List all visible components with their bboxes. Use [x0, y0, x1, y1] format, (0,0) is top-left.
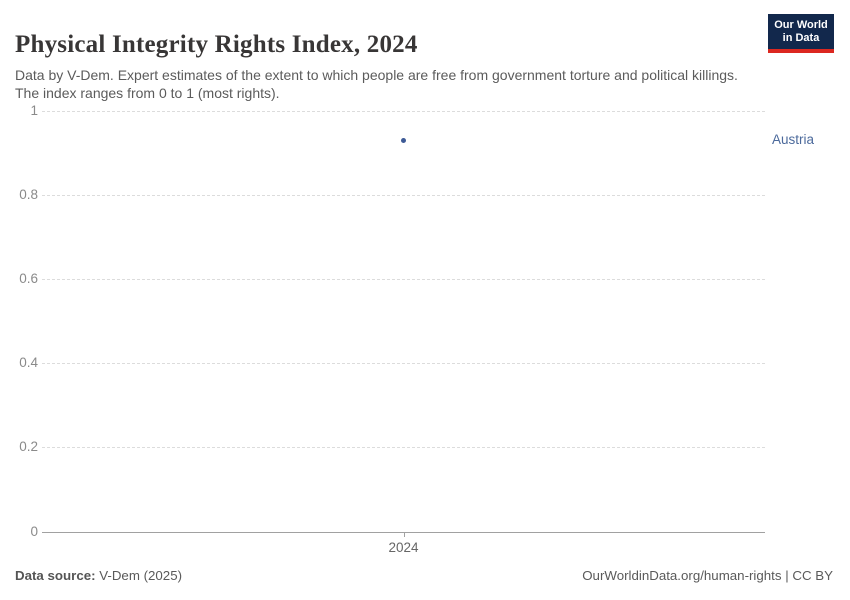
entity-label-austria[interactable]: Austria [772, 132, 815, 148]
y-tick-label-0.6: 0.6 [19, 271, 38, 287]
data-source-label: Data source: [15, 568, 96, 583]
y-tick-label-0.2: 0.2 [19, 439, 38, 455]
y-tick-label-0: 0 [30, 523, 38, 539]
owid-logo-box: Our World in Data [768, 14, 834, 49]
y-tick-label-1: 1 [30, 103, 38, 118]
owid-logo-line1: Our World [774, 19, 828, 31]
data-source: Data source: V-Dem (2025) [15, 568, 182, 583]
x-tick-label-2024: 2024 [388, 539, 419, 555]
owid-logo-accent-bar [768, 49, 834, 53]
data-source-value: V-Dem (2025) [95, 568, 183, 583]
credit-link[interactable]: OurWorldinData.org/human-rights | CC BY [582, 568, 833, 583]
owid-logo: Our World in Data [768, 14, 834, 53]
y-tick-label-0.4: 0.4 [19, 355, 38, 371]
gridline-y-0.8 [42, 195, 765, 197]
gridline-y-0.4 [42, 363, 765, 365]
x-tick-mark-2024 [403, 531, 405, 537]
gridline-y-0.6 [42, 279, 765, 281]
data-point-austria[interactable] [401, 137, 406, 143]
chart-subtitle: Data by V-Dem. Expert estimates of the e… [15, 67, 738, 101]
owid-logo-line2: in Data [782, 32, 820, 44]
gridline-y-0.2 [42, 447, 765, 449]
y-tick-label-0.8: 0.8 [19, 187, 38, 203]
gridline-y-1 [42, 111, 765, 112]
page-title: Physical Integrity Rights Index, 2024 [15, 30, 418, 58]
